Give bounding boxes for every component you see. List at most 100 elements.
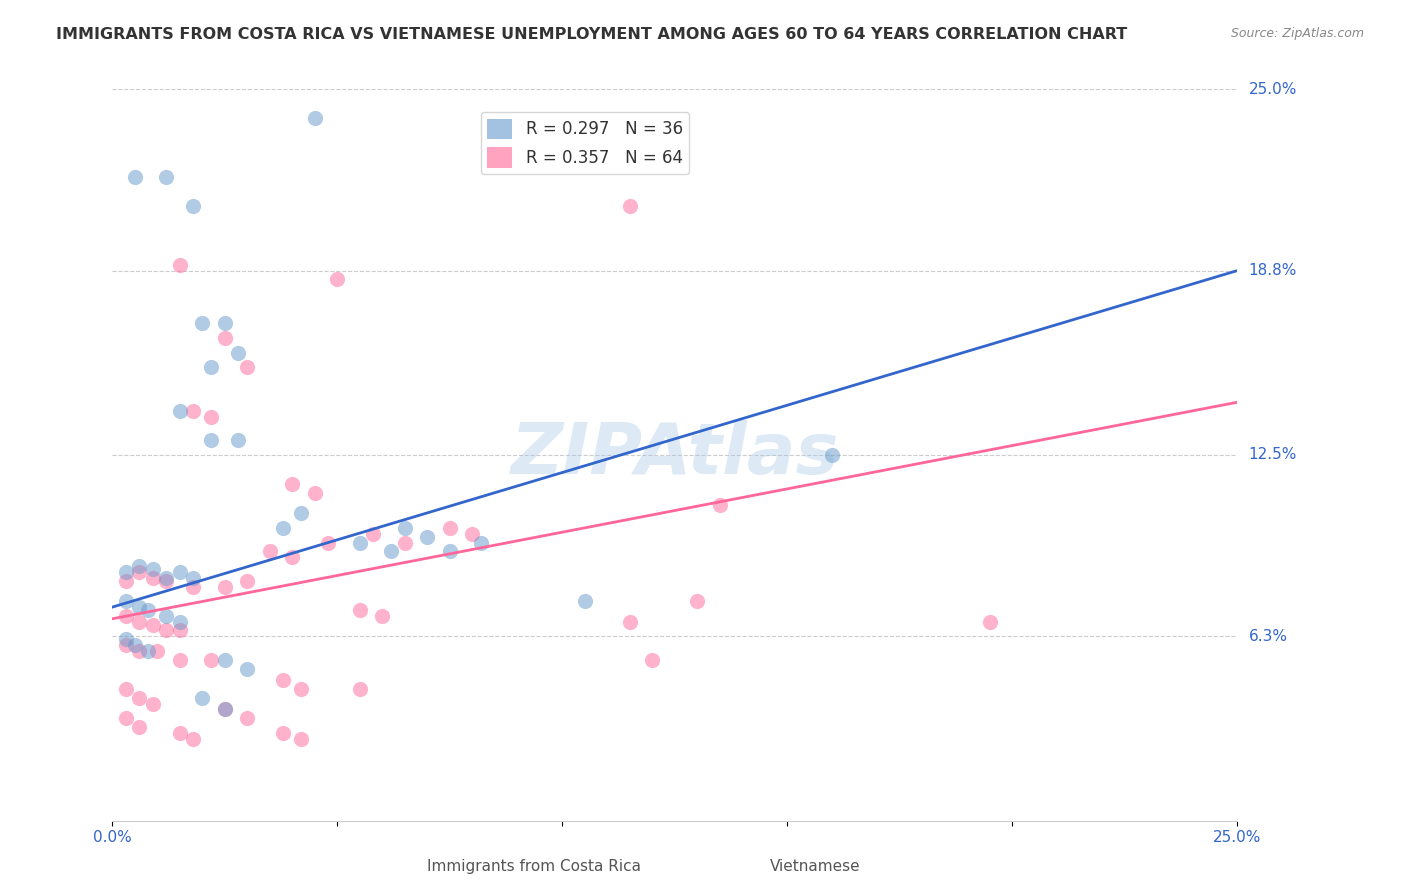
Point	[394, 521, 416, 535]
Point	[115, 608, 138, 623]
Point	[349, 603, 371, 617]
Point	[155, 574, 177, 588]
Point	[349, 535, 371, 549]
Point	[128, 720, 150, 734]
Point	[304, 112, 326, 126]
Point	[183, 571, 205, 585]
Point	[461, 527, 484, 541]
Point	[416, 530, 439, 544]
Point	[619, 199, 641, 213]
Point	[115, 638, 138, 652]
Point	[169, 726, 191, 740]
Point	[326, 272, 349, 286]
Point	[290, 507, 312, 521]
Point	[290, 681, 312, 696]
Point	[214, 331, 236, 345]
Point	[281, 550, 304, 565]
Text: Immigrants from Costa Rica: Immigrants from Costa Rica	[427, 859, 641, 874]
Point	[115, 681, 138, 696]
Point	[273, 673, 295, 688]
Point	[236, 574, 259, 588]
Point	[128, 644, 150, 658]
Point	[349, 681, 371, 696]
Point	[979, 615, 1001, 629]
Point	[115, 632, 138, 647]
Point	[155, 169, 177, 184]
Point	[155, 608, 177, 623]
Text: 18.8%: 18.8%	[1249, 263, 1296, 278]
Point	[146, 644, 169, 658]
Point	[439, 521, 461, 535]
Point	[394, 535, 416, 549]
Point	[142, 697, 165, 711]
Point	[214, 702, 236, 716]
Point	[281, 477, 304, 491]
Text: 6.3%: 6.3%	[1249, 629, 1288, 644]
Point	[169, 258, 191, 272]
Point	[214, 580, 236, 594]
Point	[183, 731, 205, 746]
Point	[124, 169, 146, 184]
Point	[183, 580, 205, 594]
Point	[115, 574, 138, 588]
Text: Vietnamese: Vietnamese	[770, 859, 860, 874]
Point	[214, 316, 236, 330]
Point	[155, 571, 177, 585]
Text: 25.0%: 25.0%	[1249, 82, 1296, 96]
Point	[236, 360, 259, 375]
Point	[128, 559, 150, 574]
Point	[128, 600, 150, 615]
Point	[273, 726, 295, 740]
Point	[142, 571, 165, 585]
Point	[155, 624, 177, 638]
Point	[619, 615, 641, 629]
Point	[470, 535, 492, 549]
Point	[439, 544, 461, 558]
Point	[128, 565, 150, 579]
Point	[641, 653, 664, 667]
Point	[124, 638, 146, 652]
Point	[115, 594, 138, 608]
Point	[363, 527, 385, 541]
Legend: R = 0.297   N = 36, R = 0.357   N = 64: R = 0.297 N = 36, R = 0.357 N = 64	[481, 112, 689, 175]
Point	[228, 345, 250, 359]
Point	[259, 544, 281, 558]
Point	[214, 653, 236, 667]
Point	[169, 615, 191, 629]
Text: Source: ZipAtlas.com: Source: ZipAtlas.com	[1230, 27, 1364, 40]
Point	[228, 434, 250, 448]
Point	[380, 544, 402, 558]
Point	[200, 434, 222, 448]
Point	[290, 731, 312, 746]
Point	[371, 608, 394, 623]
Text: ZIPAtlas: ZIPAtlas	[510, 420, 839, 490]
Point	[304, 486, 326, 500]
Point	[169, 624, 191, 638]
Point	[273, 521, 295, 535]
Point	[169, 565, 191, 579]
Point	[236, 661, 259, 675]
Point	[709, 498, 731, 512]
Point	[686, 594, 709, 608]
Point	[574, 594, 596, 608]
Text: 12.5%: 12.5%	[1249, 448, 1296, 462]
Point	[191, 316, 214, 330]
Point	[236, 711, 259, 725]
Point	[128, 690, 150, 705]
Text: IMMIGRANTS FROM COSTA RICA VS VIETNAMESE UNEMPLOYMENT AMONG AGES 60 TO 64 YEARS : IMMIGRANTS FROM COSTA RICA VS VIETNAMESE…	[56, 27, 1128, 42]
Point	[138, 644, 160, 658]
Point	[318, 535, 340, 549]
Point	[138, 603, 160, 617]
Point	[200, 653, 222, 667]
Point	[115, 711, 138, 725]
Point	[115, 565, 138, 579]
Point	[142, 562, 165, 576]
Point	[191, 690, 214, 705]
Point	[200, 409, 222, 424]
Point	[142, 617, 165, 632]
Point	[183, 199, 205, 213]
Point	[214, 702, 236, 716]
Point	[169, 653, 191, 667]
Point	[169, 404, 191, 418]
Point	[200, 360, 222, 375]
